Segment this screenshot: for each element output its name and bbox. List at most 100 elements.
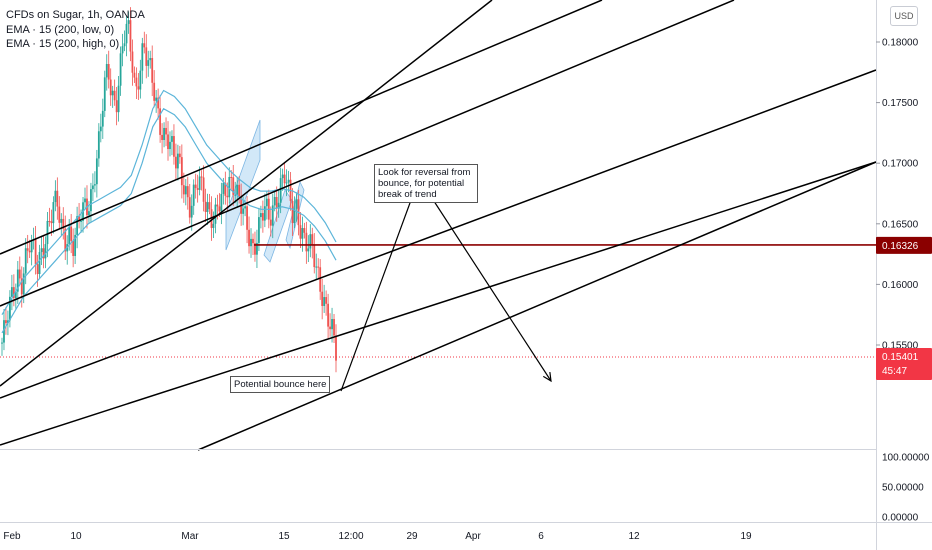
- candle-body: [117, 85, 120, 113]
- last-price-bg: [876, 347, 932, 380]
- candle-body: [333, 319, 335, 336]
- chart-legend[interactable]: CFDs on Sugar, 1h, OANDA EMA · 15 (200, …: [6, 8, 145, 52]
- legend-ema-low: EMA · 15 (200, low, 0): [6, 23, 115, 36]
- reversal-note[interactable]: Look for reversal from bounce, for poten…: [374, 164, 478, 203]
- candle-body: [216, 204, 219, 207]
- candle-body: [20, 278, 23, 295]
- candle-body: [293, 208, 296, 224]
- price-tick-label: 0.18000: [882, 38, 919, 49]
- candle-body: [323, 297, 326, 306]
- candle-body: [329, 326, 331, 330]
- candle-body: [145, 47, 148, 66]
- candle-body: [234, 194, 237, 196]
- time-tick-label: Feb: [3, 531, 21, 542]
- candle-body: [1, 342, 3, 344]
- candle-body: [24, 248, 27, 274]
- candle-body: [182, 185, 185, 195]
- candle-body: [244, 206, 246, 209]
- candle-body: [28, 250, 31, 253]
- indicator-tick-label: 0.00000: [882, 513, 919, 524]
- candle-body: [125, 23, 128, 44]
- candle-body: [113, 90, 116, 101]
- candle-body: [327, 303, 329, 327]
- reversal-note-line: Look for reversal from: [378, 167, 471, 178]
- candle-body: [38, 252, 41, 275]
- legend-symbol: CFDs on Sugar, 1h, OANDA: [6, 9, 145, 21]
- plot-area: [0, 0, 877, 451]
- candle-body: [159, 108, 162, 135]
- candle-body: [192, 184, 195, 206]
- candle-body: [151, 58, 154, 83]
- last-price-label: 0.15401: [882, 352, 919, 363]
- candle-body: [92, 185, 94, 190]
- candle-body: [161, 134, 163, 140]
- candle-body: [16, 269, 19, 292]
- candle-body: [103, 77, 106, 111]
- candle-body: [303, 228, 306, 233]
- candle-body: [218, 206, 221, 212]
- legend-ema-high: EMA · 15 (200, high, 0): [6, 38, 120, 50]
- time-tick-label: 12:00: [338, 531, 363, 542]
- candle-body: [14, 291, 17, 299]
- time-tick-label: Apr: [465, 531, 481, 542]
- time-tick-label: Mar: [181, 531, 199, 542]
- candle-body: [299, 225, 302, 239]
- pattern-box: [225, 119, 261, 251]
- reversal-down-arrow: [427, 191, 552, 382]
- bounce-note[interactable]: Potential bounce here: [230, 376, 331, 393]
- reversal-down-arrow-head: [542, 371, 552, 383]
- candle-body: [230, 176, 233, 178]
- candle-body: [54, 190, 57, 203]
- candle-body: [169, 141, 171, 150]
- candle-body: [111, 90, 114, 96]
- candle-body: [325, 297, 328, 304]
- candle-body: [133, 72, 136, 78]
- candle-body: [34, 239, 37, 265]
- candle-body: [226, 195, 229, 198]
- candle-body: [250, 238, 252, 247]
- trend-line: [0, 0, 493, 387]
- candle-body: [40, 248, 43, 253]
- candle-body: [301, 228, 304, 239]
- candle-body: [121, 46, 124, 54]
- candle-body: [208, 202, 211, 210]
- candle-body: [188, 197, 191, 218]
- candle-body: [42, 248, 45, 259]
- candle-body: [163, 127, 165, 140]
- candle-body: [139, 70, 142, 90]
- currency-button[interactable]: USD: [890, 6, 918, 26]
- candle-body: [305, 232, 308, 252]
- trend-line: [0, 0, 603, 255]
- trend-lines[interactable]: [0, 0, 877, 451]
- indicator-tick-label: 100.00000: [882, 453, 930, 464]
- candle-body: [90, 189, 92, 212]
- candle-body: [123, 43, 126, 47]
- candle-body: [307, 248, 310, 252]
- candle-body: [190, 205, 193, 218]
- candle-body: [271, 205, 274, 226]
- candle-body: [165, 127, 167, 135]
- candle-body: [269, 219, 272, 226]
- candle-body: [99, 126, 102, 132]
- candle-body: [331, 319, 333, 330]
- candle-body: [157, 97, 160, 109]
- candle-body: [88, 211, 90, 216]
- candle-body: [309, 234, 312, 249]
- candle-body: [204, 201, 207, 212]
- candle-body: [214, 204, 217, 224]
- candle-body: [252, 238, 254, 244]
- candle-body: [212, 223, 215, 228]
- candle-body: [9, 296, 11, 321]
- candle-body: [36, 264, 39, 275]
- candle-body: [167, 134, 169, 150]
- candle-body: [131, 51, 134, 73]
- candle-body: [291, 200, 294, 224]
- price-tick-label: 0.15500: [882, 341, 919, 352]
- candle-body: [222, 182, 225, 194]
- candle-body: [72, 240, 75, 256]
- candle-body: [26, 248, 29, 251]
- candle-body: [60, 218, 63, 223]
- candle-body: [68, 226, 71, 245]
